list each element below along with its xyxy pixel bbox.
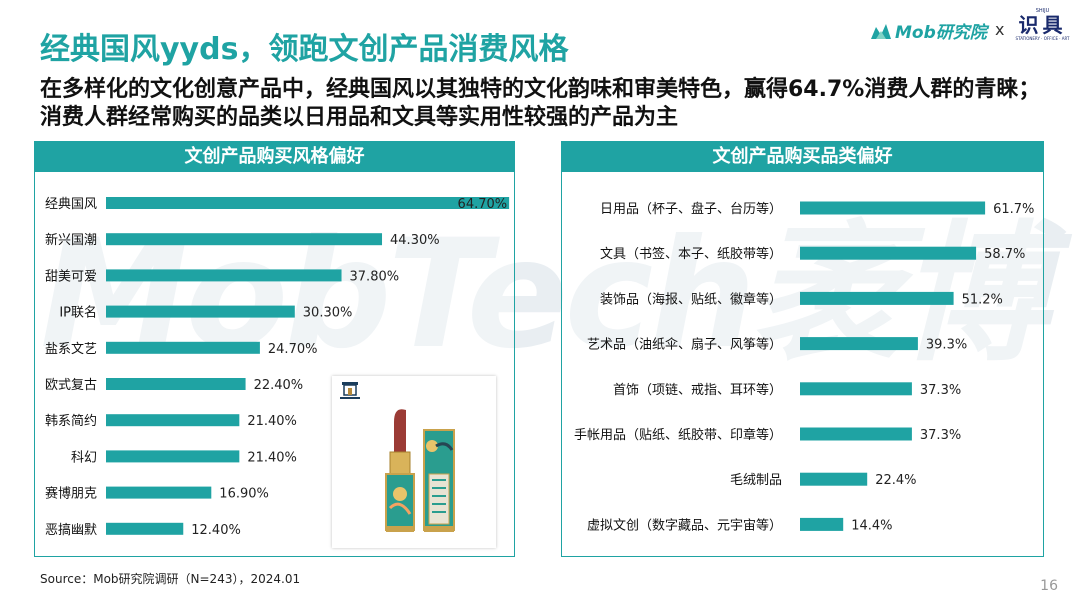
category-label-0-2: 甜美可爱 — [45, 268, 97, 284]
category-label-0-6: 韩系简约 — [45, 413, 97, 429]
category-preference-chart: 日用品（杯子、盘子、台历等） 61.7% 文具（书签、本子、纸胶带等） 58.7% 装饰… — [574, 201, 1034, 533]
category-label-1-4: 首饰（项链、戒指、耳环等） — [613, 382, 782, 398]
category-label-0-0: 经典国风 — [45, 197, 97, 212]
shiju-logo-text: 识具 — [1018, 13, 1067, 37]
value-label-0-8: 16.90% — [219, 487, 269, 502]
value-label-0-1: 44.30% — [390, 233, 440, 248]
bar-1-2 — [800, 291, 954, 305]
bar-0-2 — [106, 269, 342, 282]
value-label-1-1: 58.7% — [984, 247, 1025, 262]
category-preference-panel: 文创产品购买品类偏好 日用品（杯子、盘子、台历等） 61.7% 文具（书签、本子、纸… — [561, 141, 1044, 557]
value-label-1-0: 61.7% — [993, 202, 1034, 217]
value-label-0-5: 22.40% — [254, 378, 304, 393]
source-note: Source：Mob研究院调研（N=243），2024.01 — [40, 572, 301, 586]
page-number: 16 — [1040, 578, 1058, 594]
value-label-1-3: 39.3% — [926, 338, 967, 353]
bar-0-3 — [106, 305, 295, 318]
value-label-0-2: 37.80% — [350, 269, 400, 284]
value-label-0-9: 12.40% — [191, 523, 241, 538]
value-label-0-6: 21.40% — [247, 414, 297, 429]
shiju-logo-tagline: STATIONERY · OFFICE · ART — [1015, 36, 1070, 41]
mob-logo-icon — [871, 23, 891, 39]
bar-0-7 — [106, 450, 240, 463]
bar-1-1 — [800, 246, 977, 260]
logo-separator: x — [995, 20, 1005, 39]
lipstick-icon — [340, 382, 455, 532]
category-label-1-7: 虚拟文创（数字藏品、元宇宙等） — [587, 517, 782, 533]
bar-1-5 — [800, 427, 912, 441]
category-label-1-3: 艺术品（油纸伞、扇子、风筝等） — [587, 337, 782, 353]
bar-0-4 — [106, 341, 260, 354]
category-label-0-4: 盐系文艺 — [45, 342, 97, 357]
value-label-1-6: 22.4% — [875, 473, 916, 488]
category-label-1-2: 装饰品（海报、贴纸、徽章等） — [600, 291, 782, 307]
bar-1-7 — [800, 517, 844, 531]
bar-1-0 — [800, 201, 986, 215]
shiju-logo: SHIJU 识具 STATIONERY · OFFICE · ART — [1015, 8, 1070, 42]
category-label-1-5: 手帐用品（贴纸、纸胶带、印章等） — [574, 427, 782, 443]
bar-0-6 — [106, 414, 240, 427]
product-image — [332, 376, 496, 548]
bar-0-9 — [106, 522, 184, 535]
category-label-0-8: 赛博朋克 — [45, 486, 97, 502]
page-subtitle: 在多样化的文化创意产品中，经典国风以其独特的文化韵味和审美特色，赢得64.7%消… — [40, 77, 1041, 130]
category-label-1-0: 日用品（杯子、盘子、台历等） — [600, 201, 782, 217]
value-label-0-4: 24.70% — [268, 342, 318, 357]
shiju-logo-small: SHIJU — [1035, 8, 1050, 14]
category-label-0-5: 欧式复古 — [45, 378, 97, 393]
style-preference-chart: 经典国风 64.70% 新兴国潮 44.30% 甜美可爱 37.80% IP联名 30.30%… — [45, 197, 510, 538]
value-label-0-7: 21.40% — [247, 450, 297, 465]
bar-0-0 — [106, 197, 510, 209]
logo-area: Mob研究院 x SHIJU 识具 STATIONERY · OFFICE · … — [870, 8, 1070, 48]
category-label-1-1: 文具（书签、本子、纸胶带等） — [600, 246, 782, 262]
bar-0-8 — [106, 486, 212, 499]
category-label-0-9: 恶搞幽默 — [45, 522, 97, 538]
value-label-1-4: 37.3% — [920, 383, 961, 398]
mob-logo: Mob研究院 — [870, 18, 987, 43]
category-label-1-6: 毛绒制品 — [730, 473, 782, 488]
style-chart-title: 文创产品购买风格偏好 — [35, 142, 514, 172]
category-label-0-7: 科幻 — [71, 450, 97, 465]
bar-0-1 — [106, 233, 383, 246]
bar-1-6 — [800, 472, 868, 486]
bar-1-3 — [800, 337, 918, 351]
value-label-1-7: 14.4% — [851, 518, 892, 533]
category-chart-title: 文创产品购买品类偏好 — [562, 142, 1043, 172]
value-label-0-3: 30.30% — [303, 306, 353, 321]
value-label-1-2: 51.2% — [962, 292, 1003, 307]
category-label-0-1: 新兴国潮 — [45, 232, 97, 248]
bar-1-4 — [800, 382, 912, 396]
mob-logo-text: Mob研究院 — [895, 23, 987, 43]
value-label-0-0: 64.70% — [458, 197, 508, 212]
value-label-1-5: 37.3% — [920, 428, 961, 443]
bar-0-5 — [106, 378, 246, 390]
page-title: 经典国风yyds，领跑文创产品消费风格 — [40, 32, 569, 67]
category-label-0-3: IP联名 — [59, 305, 97, 321]
